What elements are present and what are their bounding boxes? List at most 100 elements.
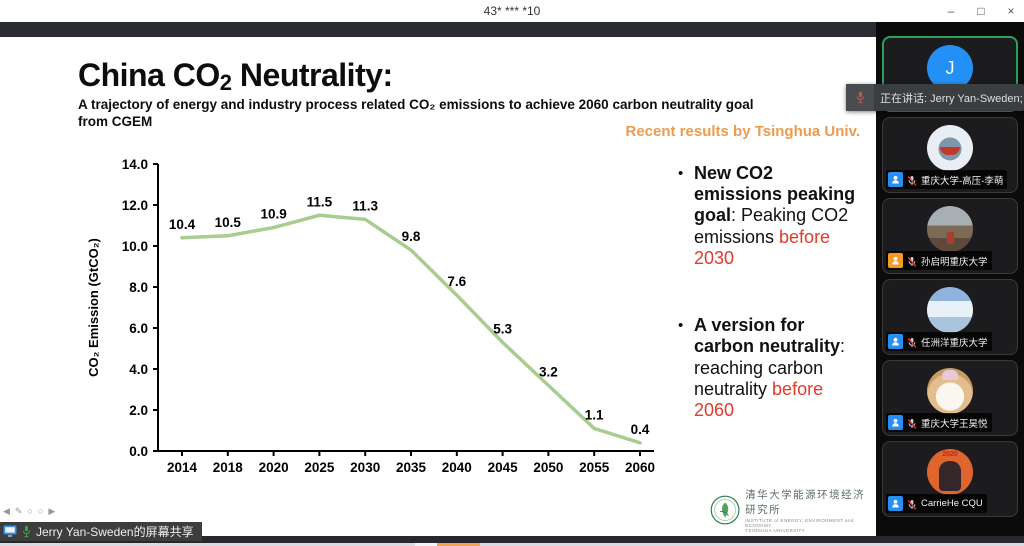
logo-cn-name: 清华大学能源环境经济研究所 bbox=[745, 489, 866, 516]
speaking-tooltip-text: 正在讲话: Jerry Yan-Sweden; bbox=[880, 92, 1023, 105]
x-tick-label: 2045 bbox=[488, 460, 519, 475]
role-badge-icon bbox=[888, 415, 903, 430]
data-label: 0.4 bbox=[631, 422, 650, 437]
close-icon[interactable]: × bbox=[1007, 4, 1015, 18]
credit-text: Recent results by Tsinghua Univ. bbox=[625, 123, 861, 140]
emissions-line-chart: 0.0 2.0 4.0 6.0 8.0 10.0 12.0 14.0 2014 2018 2020 2… bbox=[86, 157, 655, 475]
taskbar-active-app-segment[interactable] bbox=[437, 543, 480, 546]
participant-name: CarrieHe CQU bbox=[921, 498, 983, 509]
taskbar-sliver[interactable] bbox=[0, 543, 1024, 546]
data-label: 11.5 bbox=[307, 194, 333, 209]
participant-name: 孙启明重庆大学 bbox=[921, 256, 988, 268]
participant-namebar: CarrieHe CQU bbox=[886, 494, 987, 513]
x-tick-label: 2025 bbox=[304, 460, 335, 475]
screen-share-banner: Jerry Yan-Sweden的屏幕共享 bbox=[0, 522, 202, 541]
participant-avatar-cat bbox=[927, 368, 973, 414]
data-label: 7.6 bbox=[447, 274, 466, 289]
role-badge-icon bbox=[888, 334, 903, 349]
participant-avatar-mascot: 2020 bbox=[927, 449, 973, 495]
x-tick-label: 2035 bbox=[396, 460, 427, 475]
key-point: • New CO2 emissions peaking goal: Peaking… bbox=[678, 163, 858, 269]
logo-en-name: INSTITUTE of ENERGY, ENVIRONMENT and ECO… bbox=[745, 518, 854, 528]
role-badge-icon bbox=[888, 172, 903, 187]
text-segment: New CO2 emissions peaking goal bbox=[694, 163, 856, 226]
y-tick-label: 0.0 bbox=[129, 444, 148, 459]
data-label: 10.4 bbox=[169, 217, 196, 232]
y-tick-label: 10.0 bbox=[122, 239, 148, 254]
speaking-mic-icon bbox=[846, 84, 874, 111]
minimize-icon[interactable]: – bbox=[947, 4, 955, 18]
participant-tile[interactable]: 孙启明重庆大学 bbox=[882, 198, 1018, 274]
slideshow-nav-toolbar: ◀ ✎ ○ ○ ▶ bbox=[3, 506, 55, 517]
window-bottom-edge bbox=[0, 536, 1024, 543]
logo-university: TSINGHUA UNIVERSITY bbox=[745, 528, 806, 533]
subscript-2: 2 bbox=[219, 70, 232, 95]
participant-avatar-mountain bbox=[927, 206, 973, 252]
y-tick-label: 14.0 bbox=[122, 157, 148, 172]
x-tick-label: 2060 bbox=[625, 460, 655, 475]
window-inner-frame bbox=[0, 22, 1024, 37]
participant-tile[interactable]: 重庆大学王昊悦 bbox=[882, 360, 1018, 436]
slideshow-nav-icon-2[interactable]: ○ bbox=[27, 506, 33, 516]
x-tick-label: 2030 bbox=[350, 460, 380, 475]
window-controls: – □ × bbox=[944, 0, 1018, 22]
participant-tile[interactable]: 2020 CarrieHe CQU bbox=[882, 441, 1018, 517]
tsinghua-logo-text: 清华大学能源环境经济研究所 INSTITUTE of ENERGY, ENVIR… bbox=[745, 487, 876, 533]
data-label: 9.8 bbox=[402, 229, 421, 244]
speaking-tooltip: 正在讲话: Jerry Yan-Sweden; bbox=[846, 84, 1024, 111]
mic-muted-icon bbox=[906, 498, 918, 510]
participant-namebar: 任洲洋重庆大学 bbox=[886, 332, 992, 351]
emissions-series-line bbox=[180, 213, 642, 445]
y-tick-label: 12.0 bbox=[122, 198, 148, 213]
role-badge-icon bbox=[888, 253, 903, 268]
x-tick-label: 2018 bbox=[213, 460, 244, 475]
key-point-text: New CO2 emissions peaking goal: Peaking … bbox=[694, 163, 858, 269]
participant-name: 任洲洋重庆大学 bbox=[921, 337, 988, 349]
text-segment: before 2030 bbox=[694, 226, 831, 268]
role-badge-icon bbox=[888, 496, 903, 511]
participant-avatar-sky bbox=[927, 287, 973, 333]
text-segment: : bbox=[731, 205, 742, 226]
tsinghua-logo: 清华大学能源环境经济研究所 INSTITUTE of ENERGY, ENVIR… bbox=[710, 487, 876, 533]
slideshow-nav-icon-0[interactable]: ◀ bbox=[3, 506, 10, 516]
data-label: 11.3 bbox=[352, 198, 378, 213]
slideshow-nav-icon-4[interactable]: ▶ bbox=[48, 506, 56, 516]
bullet-marker: • bbox=[678, 165, 684, 182]
data-label: 3.2 bbox=[539, 364, 558, 379]
participant-name: 重庆大学-高压-李萌 bbox=[921, 175, 1004, 187]
active-mic-icon bbox=[22, 525, 31, 538]
data-label: 1.1 bbox=[585, 407, 604, 422]
taskbar-app-segment[interactable] bbox=[415, 543, 437, 546]
tsinghua-logo-icon bbox=[710, 495, 740, 525]
participant-namebar: 重庆大学王昊悦 bbox=[886, 413, 992, 432]
participant-tile[interactable]: 重庆大学-高压-李萌 bbox=[882, 117, 1018, 193]
window-title: 43* *** *10 bbox=[483, 4, 541, 18]
participant-namebar: 孙启明重庆大学 bbox=[886, 251, 992, 270]
screen-share-label: Jerry Yan-Sweden的屏幕共享 bbox=[36, 525, 194, 539]
mic-muted-icon bbox=[906, 417, 918, 429]
x-tick-label: 2020 bbox=[259, 460, 289, 475]
text-segment: Peaking CO2 emissions bbox=[694, 205, 849, 247]
participant-name: 重庆大学王昊悦 bbox=[921, 418, 988, 430]
x-tick-label: 2040 bbox=[442, 460, 472, 475]
restore-icon[interactable]: □ bbox=[977, 4, 985, 18]
slideshow-nav-icon-1[interactable]: ✎ bbox=[14, 506, 23, 516]
mic-muted-icon bbox=[906, 336, 918, 348]
y-tick-label: 8.0 bbox=[129, 280, 148, 295]
slideshow-nav-icon-3[interactable]: ○ bbox=[37, 506, 44, 516]
data-label: 10.9 bbox=[260, 207, 286, 222]
y-tick-label: 2.0 bbox=[129, 403, 148, 418]
participant-namebar: 重庆大学-高压-李萌 bbox=[886, 170, 1008, 189]
text-segment: : bbox=[840, 336, 846, 357]
key-point-text: A version for carbon neutrality: reachin… bbox=[694, 315, 858, 421]
participant-tile[interactable]: 任洲洋重庆大学 bbox=[882, 279, 1018, 355]
slide-subtitle: A trajectory of energy and industry proc… bbox=[78, 97, 754, 129]
y-axis-title: CO₂ Emission (GtCO₂) bbox=[86, 238, 101, 377]
data-label: 5.3 bbox=[493, 321, 512, 336]
x-tick-label: 2055 bbox=[579, 460, 610, 475]
participant-avatar-shark bbox=[927, 125, 973, 171]
y-tick-label: 4.0 bbox=[129, 362, 148, 377]
x-tick-label: 2050 bbox=[533, 460, 563, 475]
mic-muted-icon bbox=[906, 174, 918, 186]
